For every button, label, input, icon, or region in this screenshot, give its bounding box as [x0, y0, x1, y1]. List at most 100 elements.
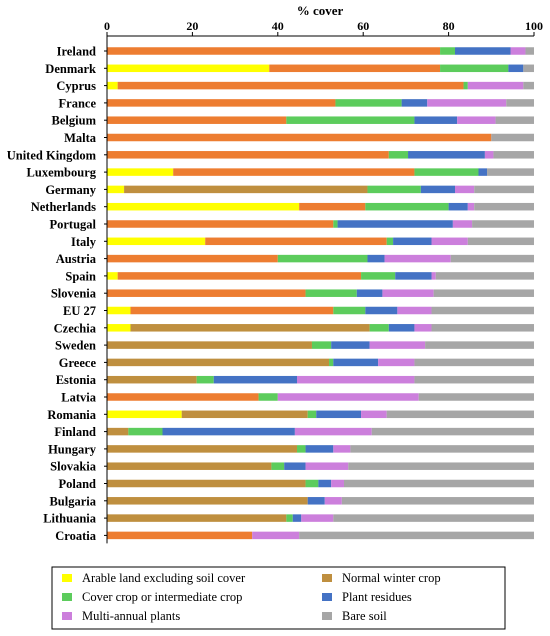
bar-segment	[107, 393, 259, 401]
bar-segment	[365, 306, 398, 315]
bar-segment	[333, 445, 351, 453]
bar-segment	[107, 514, 287, 522]
bar-segment	[495, 116, 534, 124]
category-label: Ireland	[57, 45, 96, 59]
bar-segment	[305, 479, 319, 488]
category-label: Hungary	[48, 442, 97, 456]
category-label: EU 27	[63, 304, 96, 318]
bar-segment	[252, 531, 300, 540]
bar-segment	[107, 185, 125, 194]
bar-segment	[307, 497, 325, 505]
category-label: Poland	[58, 477, 96, 491]
bar-segment	[107, 462, 272, 470]
bar-segment	[181, 410, 308, 419]
x-tick-label: 0	[104, 19, 110, 33]
bar-segment	[467, 237, 534, 246]
bar-segment	[307, 410, 317, 419]
bar-segment	[130, 324, 370, 332]
bar-segment	[431, 272, 436, 280]
bar-segment	[435, 272, 534, 280]
bar-segment	[107, 47, 441, 55]
bar-segment	[356, 289, 383, 297]
bar-segment	[301, 514, 334, 522]
bar-segment	[397, 306, 432, 315]
bar-segment	[294, 427, 372, 436]
legend-label: Plant residues	[342, 590, 412, 604]
category-label: Estonia	[56, 373, 97, 387]
category-label: Lithuania	[43, 512, 97, 526]
bar-segment	[286, 116, 415, 124]
bar-segment	[107, 324, 131, 332]
bars-group	[107, 47, 534, 540]
bar-segment	[440, 47, 456, 55]
category-label: Germany	[45, 183, 96, 197]
bar-segment	[311, 341, 332, 349]
category-label: France	[59, 96, 97, 110]
category-label: Greece	[59, 356, 97, 370]
bar-segment	[418, 393, 534, 401]
bar-segment	[107, 220, 334, 228]
bar-segment	[107, 168, 174, 176]
category-label: Portugal	[49, 218, 96, 232]
bar-segment	[369, 341, 426, 349]
bar-segment	[467, 202, 475, 211]
bar-segment	[508, 64, 524, 73]
bar-segment	[107, 202, 300, 211]
bar-segment	[506, 99, 534, 107]
bar-segment	[414, 324, 432, 332]
bar-segment	[361, 410, 387, 419]
category-label: Denmark	[45, 62, 96, 76]
legend-swatch	[322, 612, 332, 620]
legend-swatch	[62, 593, 72, 601]
bar-segment	[414, 168, 479, 176]
bar-segment	[491, 133, 534, 142]
bar-segment	[107, 99, 336, 107]
x-axis-title: % cover	[297, 3, 344, 18]
bar-segment	[107, 358, 330, 367]
legend-label: Cover crop or intermediate crop	[82, 590, 242, 604]
bar-segment	[367, 185, 421, 194]
bar-segment	[431, 237, 468, 246]
x-tick-label: 80	[443, 19, 455, 33]
bar-segment	[286, 514, 293, 522]
x-tick-label: 40	[272, 19, 284, 33]
bar-segment	[305, 462, 349, 470]
bar-segment	[107, 116, 287, 124]
bar-segment	[414, 116, 458, 124]
bar-segment	[107, 375, 197, 384]
legend-label: Bare soil	[342, 609, 387, 623]
category-label: Bulgaria	[49, 494, 96, 508]
bar-segment	[487, 168, 534, 176]
bar-segment	[277, 393, 419, 401]
bar-segment	[130, 306, 334, 315]
bar-segment	[333, 220, 338, 228]
bar-segment	[343, 479, 534, 488]
bar-segment	[107, 479, 306, 488]
bar-segment	[305, 289, 357, 297]
bar-segment	[388, 324, 415, 332]
bar-segment	[401, 99, 428, 107]
legend-swatch	[322, 593, 332, 601]
bar-segment	[337, 220, 453, 228]
category-label: Finland	[54, 425, 96, 439]
bar-segment	[348, 462, 534, 470]
bar-segment	[384, 254, 451, 263]
bar-segment	[463, 81, 468, 90]
bar-segment	[107, 410, 182, 419]
bar-segment	[107, 237, 206, 246]
bar-segment	[393, 237, 432, 246]
category-label: Italy	[71, 235, 97, 249]
legend-swatch	[322, 574, 332, 582]
category-label: Luxembourg	[27, 166, 97, 180]
bar-segment	[335, 99, 402, 107]
bar-segment	[269, 64, 441, 73]
bar-segment	[365, 202, 449, 211]
category-label: Netherlands	[31, 200, 96, 214]
bar-segment	[440, 64, 509, 73]
bar-segment	[474, 202, 534, 211]
x-tick-label: 100	[525, 19, 543, 33]
category-label: Cyprus	[56, 79, 96, 93]
bar-segment	[474, 185, 534, 194]
bar-segment	[107, 151, 389, 159]
